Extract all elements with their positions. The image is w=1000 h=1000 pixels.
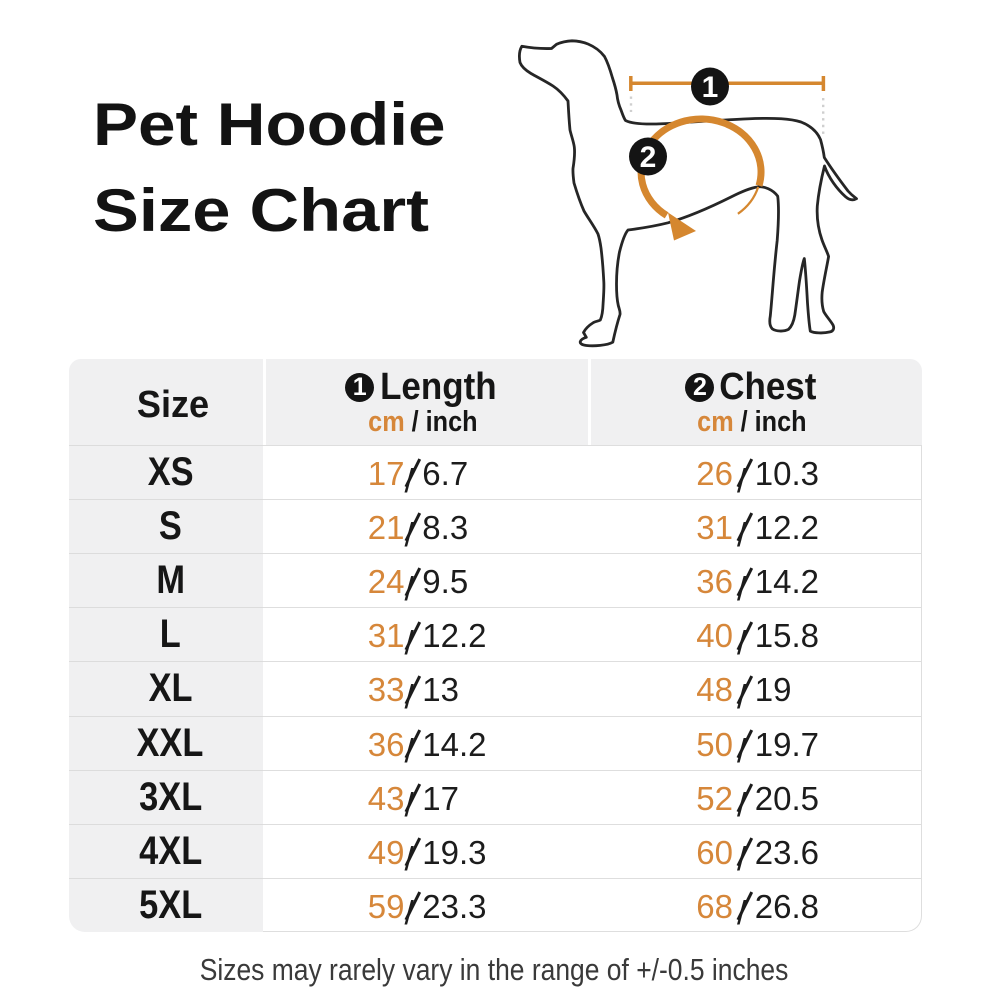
svg-text:2: 2	[640, 141, 657, 174]
svg-text:1: 1	[702, 71, 719, 104]
